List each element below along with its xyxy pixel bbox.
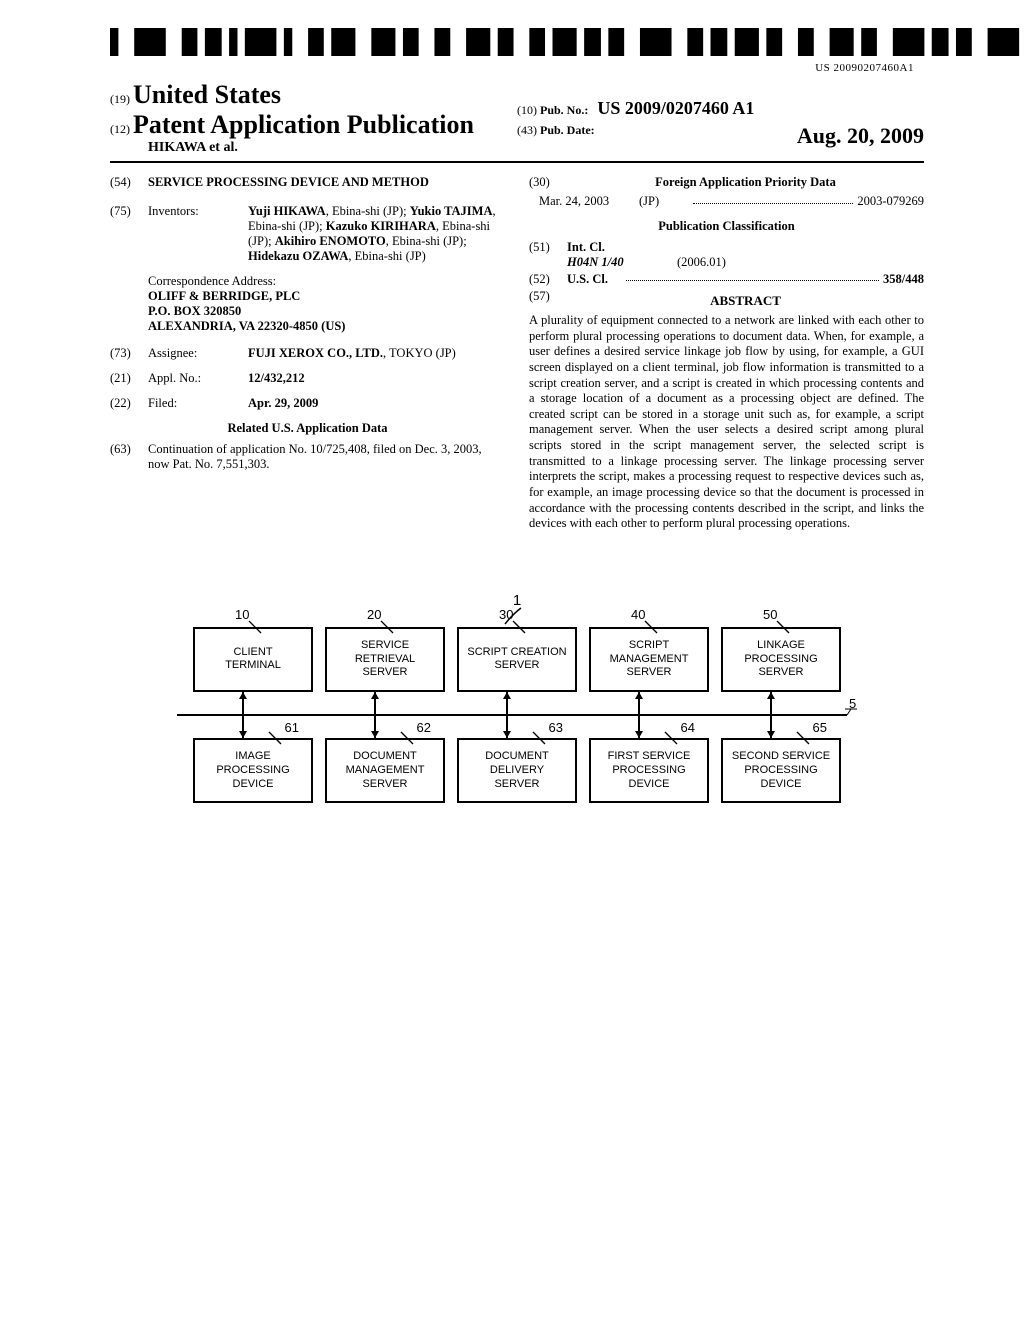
priority-date: Mar. 24, 2003: [539, 194, 639, 209]
f52-label: U.S. Cl.: [567, 272, 622, 287]
corr-label: Correspondence Address:: [148, 274, 505, 289]
f51-row: H04N 1/40 (2006.01): [567, 255, 924, 270]
pubdate-line: (43) Pub. Date: Aug. 20, 2009: [517, 123, 924, 138]
figure-1: 1 CLIENTTERMINAL10SERVICERETRIEVAL SERVE…: [110, 592, 924, 804]
field-intcl: (51) Int. Cl. H04N 1/40 (2006.01): [529, 240, 924, 270]
pubdate-value: Aug. 20, 2009: [797, 123, 924, 149]
f54-title: SERVICE PROCESSING DEVICE AND METHOD: [148, 175, 505, 190]
f63-code: (63): [110, 442, 148, 472]
fig-box: SCRIPTMANAGEMENTSERVER40: [589, 627, 709, 692]
barcode-area: ▌▐█▌▐▌█▐▐█▌▌▐▌█▌▐█▐▌▐▌▐█▐▌▐▌█▌█▐▌▐█▌▐▌█▐…: [110, 28, 924, 74]
f51-label: Int. Cl.: [567, 240, 924, 255]
field-abstract-head: (57) ABSTRACT: [529, 289, 924, 313]
f30-header: Foreign Application Priority Data: [567, 175, 924, 190]
f52-body: U.S. Cl. 358/448: [567, 272, 924, 287]
kind-line: (12) Patent Application Publication: [110, 110, 517, 140]
f52-val: 358/448: [883, 272, 924, 287]
f75-body: Yuji HIKAWA, Ebina-shi (JP); Yukio TAJIM…: [248, 204, 505, 264]
f73-code: (73): [110, 346, 148, 361]
f75-code: (75): [110, 204, 148, 264]
kind-name: Patent Application Publication: [133, 110, 474, 139]
pubno-code: (10): [517, 103, 537, 117]
fig-box: LINKAGEPROCESSINGSERVER50: [721, 627, 841, 692]
fig-top-row: CLIENTTERMINAL10SERVICERETRIEVAL SERVER2…: [193, 627, 841, 692]
country-line: (19) United States: [110, 80, 517, 110]
fig-box: SERVICERETRIEVAL SERVER20: [325, 627, 445, 692]
patent-page: ▌▐█▌▐▌█▐▐█▌▌▐▌█▌▐█▐▌▐▌▐█▐▌▐▌█▌█▐▌▐█▌▐▌█▐…: [0, 0, 1024, 843]
country-name: United States: [133, 80, 281, 109]
field-title: (54) SERVICE PROCESSING DEVICE AND METHO…: [110, 175, 505, 190]
fig-box: CLIENTTERMINAL10: [193, 627, 313, 692]
pubno-value: US 2009/0207460 A1: [597, 98, 754, 118]
priority-dots: [693, 194, 853, 204]
fig-box: SCRIPT CREATIONSERVER30: [457, 627, 577, 692]
f21-label: Appl. No.:: [148, 371, 248, 386]
pubclass-header: Publication Classification: [529, 219, 924, 234]
field-inventors: (75) Inventors: Yuji HIKAWA, Ebina-shi (…: [110, 204, 505, 264]
country-code: (19): [110, 92, 130, 106]
priority-row: Mar. 24, 2003 (JP) 2003-079269: [539, 194, 924, 209]
f57-code: (57): [529, 289, 567, 313]
f21-code: (21): [110, 371, 148, 386]
pubno-line: (10) Pub. No.: US 2009/0207460 A1: [517, 98, 924, 119]
fig-box: IMAGEPROCESSINGDEVICE61: [193, 738, 313, 803]
correspondence-block: Correspondence Address: OLIFF & BERRIDGE…: [148, 274, 505, 334]
header-left: (19) United States (12) Patent Applicati…: [110, 80, 517, 156]
f63-body: Continuation of application No. 10/725,4…: [148, 442, 505, 472]
f51-body: Int. Cl. H04N 1/40 (2006.01): [567, 240, 924, 270]
related-header: Related U.S. Application Data: [110, 421, 505, 436]
f73-label: Assignee:: [148, 346, 248, 361]
f22-label: Filed:: [148, 396, 248, 411]
f52-dots: [626, 272, 879, 281]
fig-bottom-row: IMAGEPROCESSINGDEVICE61DOCUMENTMANAGEMEN…: [193, 738, 841, 803]
f51-date: (2006.01): [677, 255, 726, 270]
fig-box: DOCUMENTDELIVERYSERVER63: [457, 738, 577, 803]
field-applno: (21) Appl. No.: 12/432,212: [110, 371, 505, 386]
priority-num: 2003-079269: [857, 194, 924, 209]
f52-code: (52): [529, 272, 567, 287]
field-continuation: (63) Continuation of application No. 10/…: [110, 442, 505, 472]
field-foreign-priority: (30) Foreign Application Priority Data: [529, 175, 924, 190]
author-line: HIKAWA et al.: [148, 140, 517, 156]
barcode-graphic: ▌▐█▌▐▌█▐▐█▌▌▐▌█▌▐█▐▌▐▌▐█▐▌▐▌█▌█▐▌▐█▌▐▌█▐…: [110, 28, 1024, 56]
corr-line1: OLIFF & BERRIDGE, PLC: [148, 289, 505, 304]
field-filed: (22) Filed: Apr. 29, 2009: [110, 396, 505, 411]
priority-country: (JP): [639, 194, 689, 209]
abstract-text: A plurality of equipment connected to a …: [529, 313, 924, 532]
pubdate-code: (43): [517, 123, 537, 137]
f30-code: (30): [529, 175, 567, 190]
kind-code: (12): [110, 122, 130, 136]
f22-val: Apr. 29, 2009: [248, 396, 505, 411]
barcode-number: US 20090207460A1: [110, 62, 914, 74]
f21-val: 12/432,212: [248, 371, 505, 386]
left-column: (54) SERVICE PROCESSING DEVICE AND METHO…: [110, 175, 505, 532]
f51-code: (51): [529, 240, 567, 270]
doc-header: (19) United States (12) Patent Applicati…: [110, 80, 924, 163]
fig-box: SECOND SERVICEPROCESSINGDEVICE65: [721, 738, 841, 803]
abstract-title: ABSTRACT: [567, 293, 924, 309]
f73-body: FUJI XEROX CO., LTD., TOKYO (JP): [248, 346, 505, 361]
field-assignee: (73) Assignee: FUJI XEROX CO., LTD., TOK…: [110, 346, 505, 361]
f22-code: (22): [110, 396, 148, 411]
fig-box: FIRST SERVICEPROCESSINGDEVICE64: [589, 738, 709, 803]
pubdate-label: Pub. Date:: [540, 123, 595, 137]
biblio-columns: (54) SERVICE PROCESSING DEVICE AND METHO…: [110, 175, 924, 532]
f54-code: (54): [110, 175, 148, 190]
f75-label: Inventors:: [148, 204, 248, 264]
corr-line2: P.O. BOX 320850: [148, 304, 505, 319]
field-uscl: (52) U.S. Cl. 358/448: [529, 272, 924, 287]
corr-line3: ALEXANDRIA, VA 22320-4850 (US): [148, 319, 505, 334]
fig-box: DOCUMENTMANAGEMENTSERVER62: [325, 738, 445, 803]
pubno-label: Pub. No.:: [540, 103, 588, 117]
right-column: (30) Foreign Application Priority Data M…: [529, 175, 924, 532]
f51-class: H04N 1/40: [567, 255, 677, 270]
header-right: (10) Pub. No.: US 2009/0207460 A1 (43) P…: [517, 80, 924, 156]
